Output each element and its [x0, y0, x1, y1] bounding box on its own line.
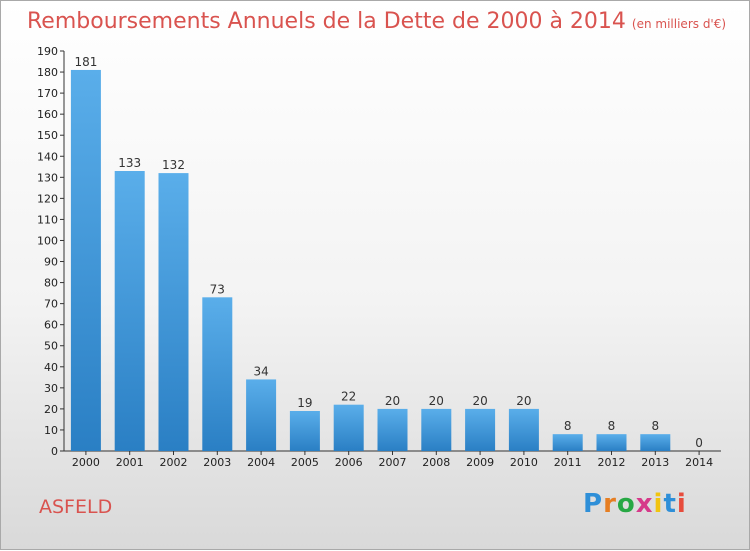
- bar: [246, 379, 277, 451]
- x-tick-label: 2012: [598, 456, 626, 469]
- value-label: 19: [297, 396, 312, 410]
- commune-name: ASFELD: [39, 496, 113, 518]
- logo-letter: i: [676, 489, 687, 519]
- x-tick-label: 2000: [72, 456, 100, 469]
- y-tick-label: 160: [37, 108, 58, 121]
- bar: [421, 408, 452, 451]
- value-label: 8: [608, 419, 616, 433]
- bar: [552, 434, 583, 451]
- value-label: 20: [429, 394, 444, 408]
- bar: [70, 69, 101, 452]
- logo-letter: i: [653, 489, 664, 519]
- bar: [114, 171, 145, 451]
- x-tick-label: 2010: [510, 456, 538, 469]
- value-label: 0: [695, 436, 703, 450]
- y-tick-label: 0: [51, 445, 58, 458]
- y-tick-label: 20: [44, 403, 58, 416]
- bar: [465, 408, 496, 451]
- logo-letter: r: [603, 489, 617, 519]
- logo-letter: P: [583, 489, 604, 519]
- y-tick-label: 170: [37, 87, 58, 100]
- value-label: 181: [74, 55, 97, 69]
- y-tick-label: 60: [44, 319, 58, 332]
- chart-value-labels: 181 133 132 73 34 19 22 20 20 20 20 8 8 8 0: [74, 55, 702, 450]
- bar: [158, 173, 189, 451]
- value-label: 8: [651, 419, 659, 433]
- y-tick-label: 130: [37, 171, 58, 184]
- bar: [640, 434, 671, 451]
- x-tick-label: 2002: [160, 456, 188, 469]
- bar: [596, 434, 627, 451]
- y-tick-label: 50: [44, 340, 58, 353]
- value-label: 20: [385, 394, 400, 408]
- x-tick-label: 2014: [685, 456, 713, 469]
- logo-letter: x: [635, 489, 654, 519]
- bar: [202, 297, 233, 451]
- value-label: 34: [253, 364, 268, 378]
- value-label: 133: [118, 156, 141, 170]
- y-tick-label: 80: [44, 277, 58, 290]
- x-tick-label: 2009: [466, 456, 494, 469]
- value-label: 20: [472, 394, 487, 408]
- value-label: 132: [162, 158, 185, 172]
- x-tick-label: 2011: [554, 456, 582, 469]
- x-tick-label: 2001: [116, 456, 144, 469]
- x-tick-label: 2013: [641, 456, 669, 469]
- bar: [289, 411, 320, 451]
- y-tick-label: 70: [44, 298, 58, 311]
- x-tick-label: 2007: [379, 456, 407, 469]
- bar: [333, 404, 364, 451]
- bar: [377, 408, 408, 451]
- chart-subtitle: (en milliers d'€): [631, 17, 727, 31]
- value-label: 8: [564, 419, 572, 433]
- y-tick-label: 120: [37, 192, 58, 205]
- chart-title: Remboursements Annuels de la Dette de 20…: [27, 9, 726, 34]
- x-tick-label: 2008: [422, 456, 450, 469]
- y-tick-label: 90: [44, 256, 58, 269]
- y-tick-label: 110: [37, 213, 58, 226]
- y-tick-label: 10: [44, 424, 58, 437]
- y-tick-label: 150: [37, 129, 58, 142]
- y-tick-label: 190: [37, 45, 58, 58]
- y-tick-label: 140: [37, 150, 58, 163]
- proxiti-logo: Proxiti: [583, 489, 687, 519]
- y-tick-label: 30: [44, 382, 58, 395]
- x-tick-label: 2004: [247, 456, 275, 469]
- chart-bars: [70, 69, 671, 452]
- x-tick-label: 2003: [203, 456, 231, 469]
- logo-letter: o: [616, 489, 636, 519]
- value-label: 20: [516, 394, 531, 408]
- x-tick-label: 2005: [291, 456, 319, 469]
- chart-title-text: Remboursements Annuels de la Dette de 20…: [27, 9, 626, 34]
- y-tick-label: 180: [37, 66, 58, 79]
- x-tick-label: 2006: [335, 456, 363, 469]
- value-label: 22: [341, 390, 356, 404]
- y-tick-label: 40: [44, 361, 58, 374]
- y-tick-label: 100: [37, 234, 58, 247]
- value-label: 73: [210, 282, 225, 296]
- chart-axes: 0102030405060708090100110120130140150160…: [37, 45, 721, 469]
- logo-letter: t: [663, 489, 677, 519]
- bar: [508, 408, 539, 451]
